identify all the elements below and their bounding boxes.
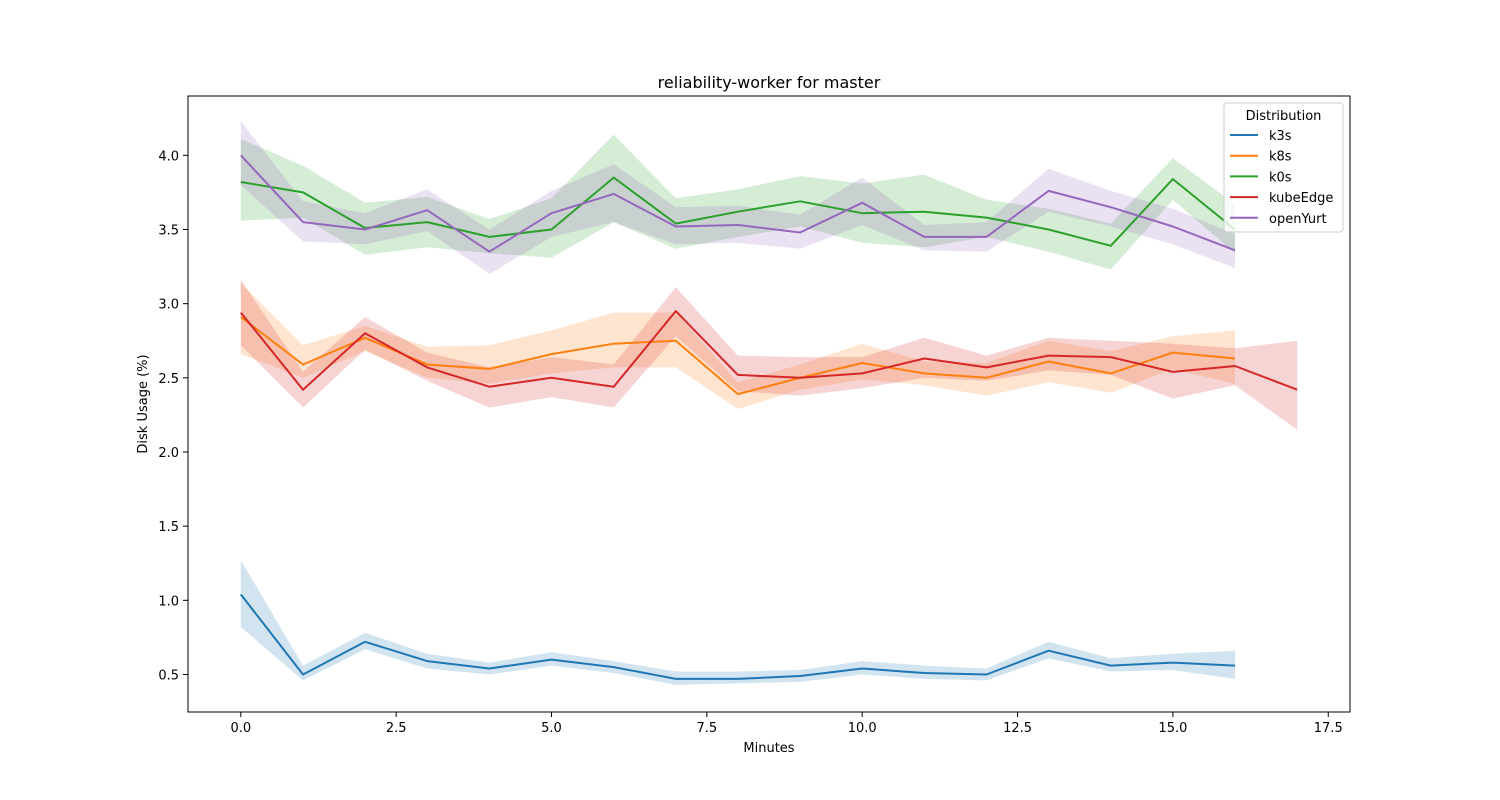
series-line-k0s bbox=[240, 176, 1236, 247]
legend-label: openYurt bbox=[1269, 212, 1327, 227]
y-tick-label: 0.5 bbox=[158, 668, 179, 683]
legend[interactable]: Distribution k3s k8s k0s kubeEdge openYurt bbox=[1223, 102, 1344, 233]
y-axis: 0.5 1.0 1.5 2.0 2.5 3.0 3.5 4.0 bbox=[158, 149, 188, 683]
series-lines bbox=[240, 154, 1298, 680]
legend-title: Distribution bbox=[1246, 109, 1322, 124]
legend-item-k3s[interactable]: k3s bbox=[1230, 129, 1292, 144]
series-line-k3s bbox=[240, 593, 1236, 680]
y-axis-label: Disk Usage (%) bbox=[136, 354, 151, 453]
y-tick-label: 3.5 bbox=[158, 223, 179, 238]
y-tick-label: 2.0 bbox=[158, 446, 179, 461]
y-tick-label: 2.5 bbox=[158, 372, 179, 387]
legend-item-openyurt[interactable]: openYurt bbox=[1230, 212, 1327, 227]
x-axis-label: Minutes bbox=[743, 741, 794, 756]
legend-label: k0s bbox=[1269, 170, 1292, 185]
x-tick-label: 12.5 bbox=[1003, 721, 1032, 736]
legend-label: k8s bbox=[1269, 150, 1292, 165]
legend-label: kubeEdge bbox=[1269, 191, 1333, 206]
band-kubeedge bbox=[240, 279, 1298, 430]
y-tick-label: 3.0 bbox=[158, 298, 179, 313]
x-tick-label: 15.0 bbox=[1158, 721, 1187, 736]
series-line-kubeedge bbox=[240, 310, 1298, 391]
y-tick-label: 1.0 bbox=[158, 594, 179, 609]
x-tick-label: 7.5 bbox=[697, 721, 718, 736]
x-tick-label: 17.5 bbox=[1314, 721, 1343, 736]
series-line-openyurt bbox=[240, 154, 1236, 253]
legend-item-k0s[interactable]: k0s bbox=[1230, 170, 1292, 185]
y-tick-label: 1.5 bbox=[158, 520, 179, 535]
legend-item-kubeedge[interactable]: kubeEdge bbox=[1230, 191, 1333, 206]
chart-title: reliability-worker for master bbox=[658, 73, 881, 92]
legend-label: k3s bbox=[1269, 129, 1292, 144]
x-tick-label: 0.0 bbox=[230, 721, 251, 736]
x-tick-label: 5.0 bbox=[541, 721, 562, 736]
x-tick-label: 2.5 bbox=[386, 721, 407, 736]
legend-item-k8s[interactable]: k8s bbox=[1230, 150, 1292, 165]
y-tick-label: 4.0 bbox=[158, 149, 179, 164]
x-tick-label: 10.0 bbox=[848, 721, 877, 736]
x-axis: 0.0 2.5 5.0 7.5 10.0 12.5 15.0 17.5 bbox=[230, 712, 1343, 736]
plot-frame bbox=[187, 95, 1351, 713]
